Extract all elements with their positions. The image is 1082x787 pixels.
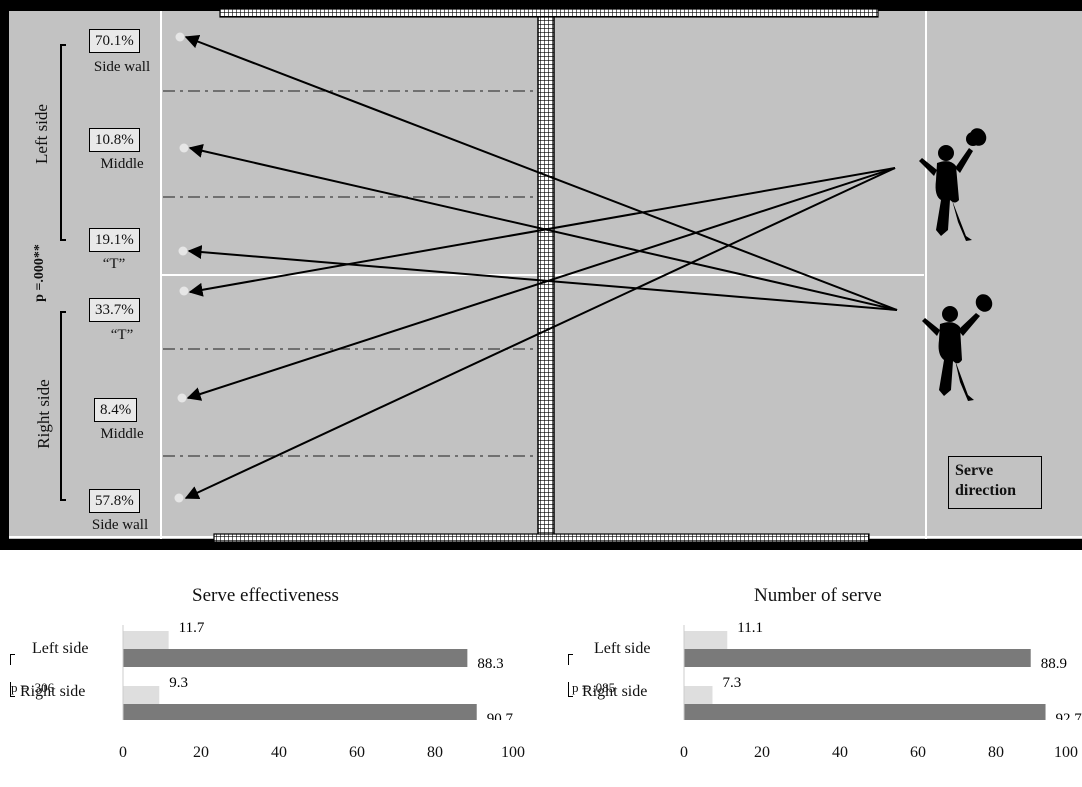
x-tick-label: 80	[988, 744, 1004, 761]
category-label-left-side: Left side	[594, 640, 651, 657]
zone-label-left-sidewall: Side wall	[93, 59, 151, 75]
right-side-label: Right side	[34, 379, 53, 449]
chart-bars: 11.7 88.3 9.3 90.7	[122, 620, 514, 720]
bar-light-right-side	[684, 686, 713, 704]
right-side-bracket	[60, 311, 66, 501]
category-label-right-side: Right side	[582, 683, 648, 700]
landing-balls	[174, 32, 189, 503]
bar-data-label: 11.7	[179, 620, 205, 636]
zone-label-left-middle: Middle	[100, 156, 144, 172]
serve-direction-line2: direction	[955, 482, 1017, 499]
left-side-label: Left side	[32, 104, 51, 164]
serve-arrow	[186, 167, 896, 401]
category-label-right-side: Right side	[20, 683, 86, 700]
category-bracket-top	[10, 654, 15, 665]
serve-arrow	[184, 167, 896, 500]
chart-bars: 11.1 88.9 7.3 92.7	[683, 620, 1082, 720]
bar-data-label: 88.3	[477, 656, 503, 672]
bar-data-label: 9.3	[169, 675, 188, 691]
ball	[177, 393, 187, 403]
x-tick-label: 80	[427, 744, 443, 761]
bar-data-label: 88.9	[1041, 656, 1067, 672]
center-net	[537, 9, 555, 537]
zone-label-left-t: “T”	[102, 256, 126, 272]
serve-direction-box: Serve direction	[948, 456, 1042, 509]
x-tick-label: 0	[119, 744, 127, 761]
zone-pct-right-middle: 8.4%	[94, 398, 138, 422]
x-tick-label: 40	[271, 744, 287, 761]
zone-pct-left-middle: 10.8%	[89, 128, 140, 152]
category-bracket-bottom	[10, 682, 15, 697]
x-tick-label: 20	[754, 744, 770, 761]
side-brackets	[60, 44, 66, 501]
bar-light-left-side	[684, 631, 728, 649]
zone-pct-right-t: 33.7%	[89, 298, 140, 322]
serve-direction-line1: Serve	[955, 462, 994, 479]
bar-dark-right-side	[684, 704, 1046, 720]
ball	[175, 32, 185, 42]
serve-arrows	[184, 34, 898, 500]
category-bracket-bottom	[568, 682, 573, 697]
bar-light-left-side	[123, 631, 169, 649]
bar-dark-right-side	[123, 704, 477, 720]
left-side-bracket	[60, 44, 66, 241]
x-tick-label: 20	[193, 744, 209, 761]
court-diagram	[0, 0, 1082, 550]
category-label-left-side: Left side	[32, 640, 89, 657]
zone-label-right-middle: Middle	[100, 426, 144, 442]
chart-title: Serve effectiveness	[192, 585, 339, 606]
zone-pct-left-t: 19.1%	[89, 228, 140, 252]
ball	[178, 246, 188, 256]
zone-pct-left-sidewall: 70.1%	[89, 29, 140, 53]
bar-data-label: 90.7	[487, 711, 514, 720]
top-net	[219, 8, 879, 18]
bar-dark-left-side	[684, 649, 1031, 667]
ball	[179, 286, 189, 296]
x-tick-label: 60	[910, 744, 926, 761]
court-p-value: p =.000**	[32, 244, 47, 302]
player-top-silhouette	[919, 128, 987, 241]
bar-light-right-side	[123, 686, 160, 704]
x-tick-label: 60	[349, 744, 365, 761]
bottom-net	[213, 533, 870, 543]
chart-p-value: p = .085	[572, 680, 616, 695]
serve-arrow	[187, 245, 898, 311]
x-tick-label: 100	[501, 744, 525, 761]
bar-data-label: 7.3	[722, 675, 741, 691]
x-tick-label: 40	[832, 744, 848, 761]
x-tick-label: 100	[1054, 744, 1078, 761]
bar-data-label: 92.7	[1056, 711, 1082, 720]
chart-title: Number of serve	[754, 585, 882, 606]
chart-p-value: p = .306	[11, 680, 55, 695]
player-bottom-silhouette	[922, 294, 993, 401]
zone-label-right-t: “T”	[110, 327, 134, 343]
ball	[179, 143, 189, 153]
zone-label-right-sidewall: Side wall	[91, 517, 149, 533]
serve-arrow	[188, 167, 896, 297]
zone-pct-right-sidewall: 57.8%	[89, 489, 140, 513]
serve-arrow	[184, 34, 898, 311]
ball	[174, 493, 184, 503]
bar-data-label: 11.1	[737, 620, 763, 636]
x-tick-label: 0	[680, 744, 688, 761]
bar-dark-left-side	[123, 649, 468, 667]
category-bracket-top	[568, 654, 573, 665]
